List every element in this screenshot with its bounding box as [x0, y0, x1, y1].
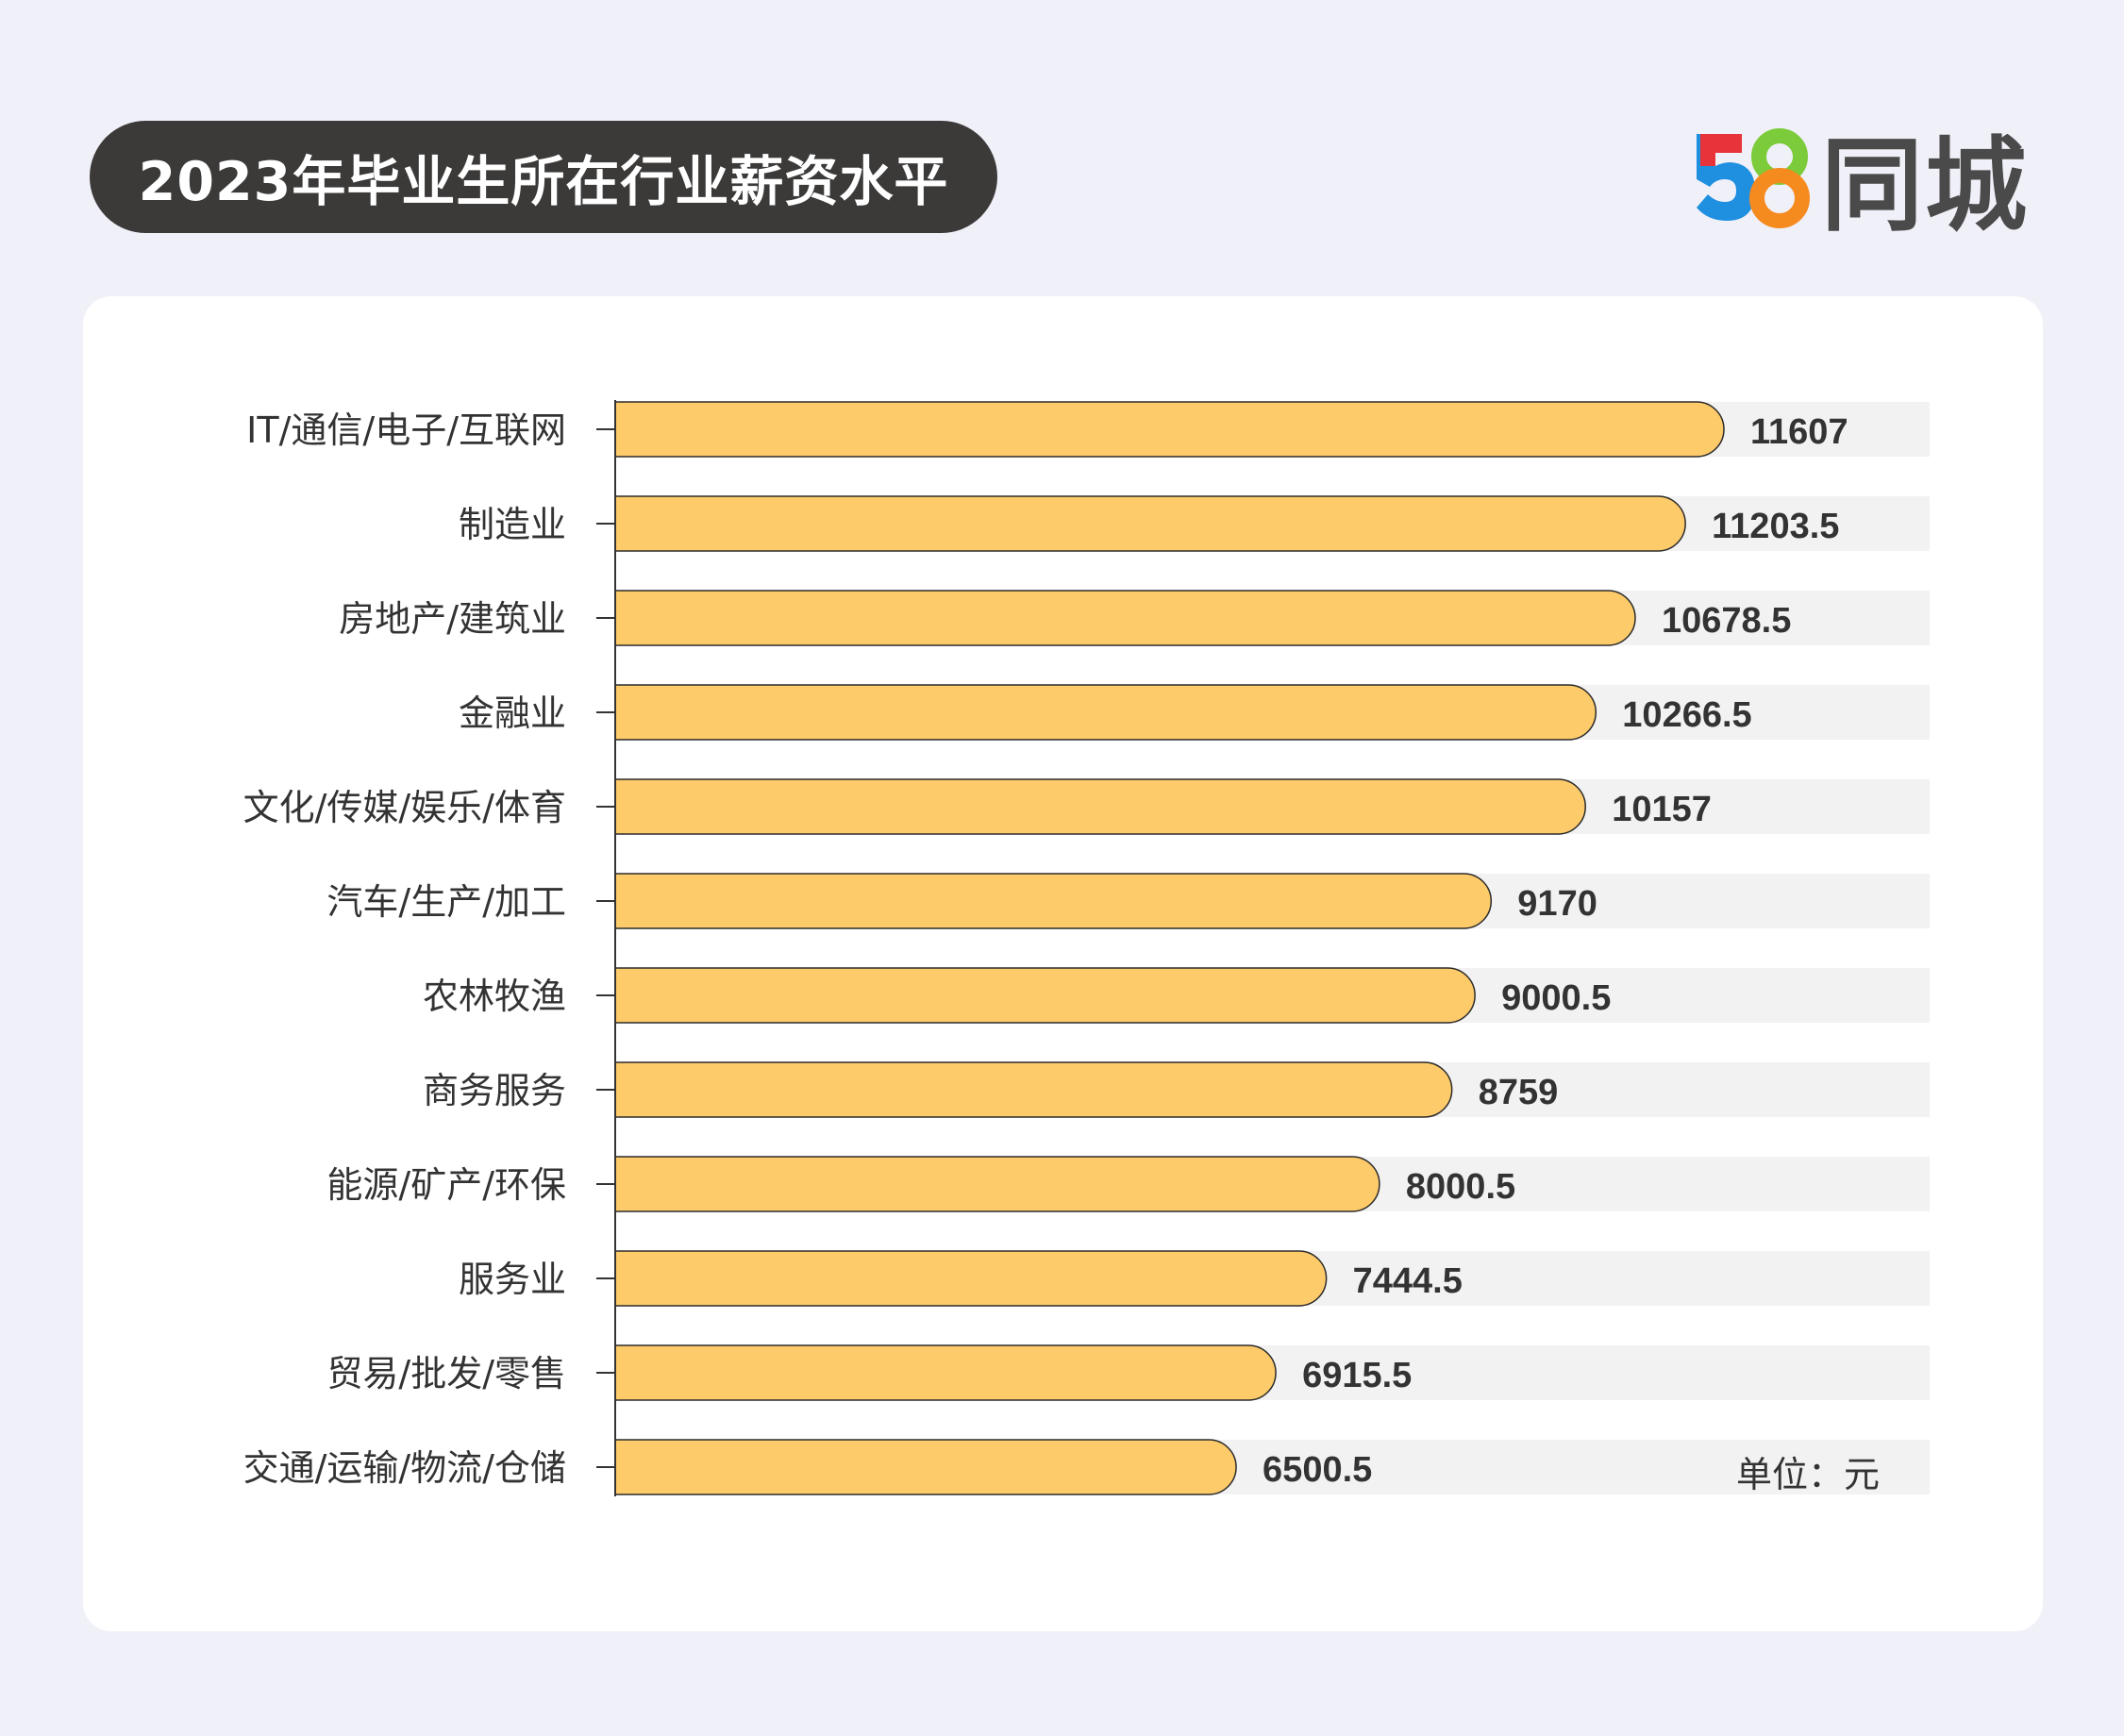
- category-label: 交通/运输/物流/仓储: [243, 1447, 566, 1489]
- value-label: 11607: [1750, 412, 1848, 452]
- value-label: 10678.5: [1662, 601, 1791, 641]
- category-label: 商务服务: [423, 1070, 566, 1111]
- category-label: 服务业: [459, 1259, 566, 1300]
- logo-text: 同城: [1821, 127, 2030, 245]
- value-label: 10157: [1612, 790, 1712, 829]
- logo-58-icon: [1697, 128, 1810, 228]
- value-label: 6915.5: [1302, 1356, 1412, 1395]
- category-label: IT/通信/电子/互联网: [246, 409, 566, 451]
- value-label: 8000.5: [1406, 1167, 1515, 1207]
- value-label: 9170: [1517, 884, 1597, 924]
- category-label: 贸易/批发/零售: [326, 1353, 566, 1394]
- unit-label: 单位：元: [1736, 1454, 1881, 1495]
- bar: [614, 401, 1725, 458]
- value-label: 6500.5: [1263, 1450, 1372, 1490]
- value-label: 10266.5: [1622, 695, 1751, 735]
- bar: [614, 1344, 1277, 1401]
- category-label: 房地产/建筑业: [339, 598, 566, 640]
- page-title: 2023年毕业生所在行业薪资水平: [90, 121, 997, 233]
- category-label: 金融业: [459, 693, 566, 734]
- category-label: 汽车/生产/加工: [326, 881, 566, 923]
- bar: [614, 495, 1686, 552]
- value-label: 8759: [1479, 1073, 1559, 1112]
- category-label: 能源/矿产/环保: [326, 1164, 566, 1206]
- bar: [614, 873, 1492, 929]
- bar: [614, 1439, 1237, 1495]
- bar: [614, 590, 1636, 646]
- category-label: 文化/传媒/娱乐/体育: [243, 787, 566, 828]
- bar: [614, 1250, 1328, 1307]
- bar: [614, 684, 1597, 741]
- bar: [614, 967, 1476, 1024]
- bar: [614, 1156, 1380, 1212]
- category-label: 制造业: [459, 504, 566, 545]
- category-label: 农林牧渔: [423, 976, 566, 1017]
- brand-logo: 同城: [1689, 121, 2029, 245]
- value-label: 11203.5: [1712, 507, 1839, 546]
- value-label: 9000.5: [1501, 978, 1611, 1018]
- value-label: 7444.5: [1353, 1261, 1463, 1301]
- bar: [614, 778, 1586, 835]
- bar: [614, 1061, 1453, 1118]
